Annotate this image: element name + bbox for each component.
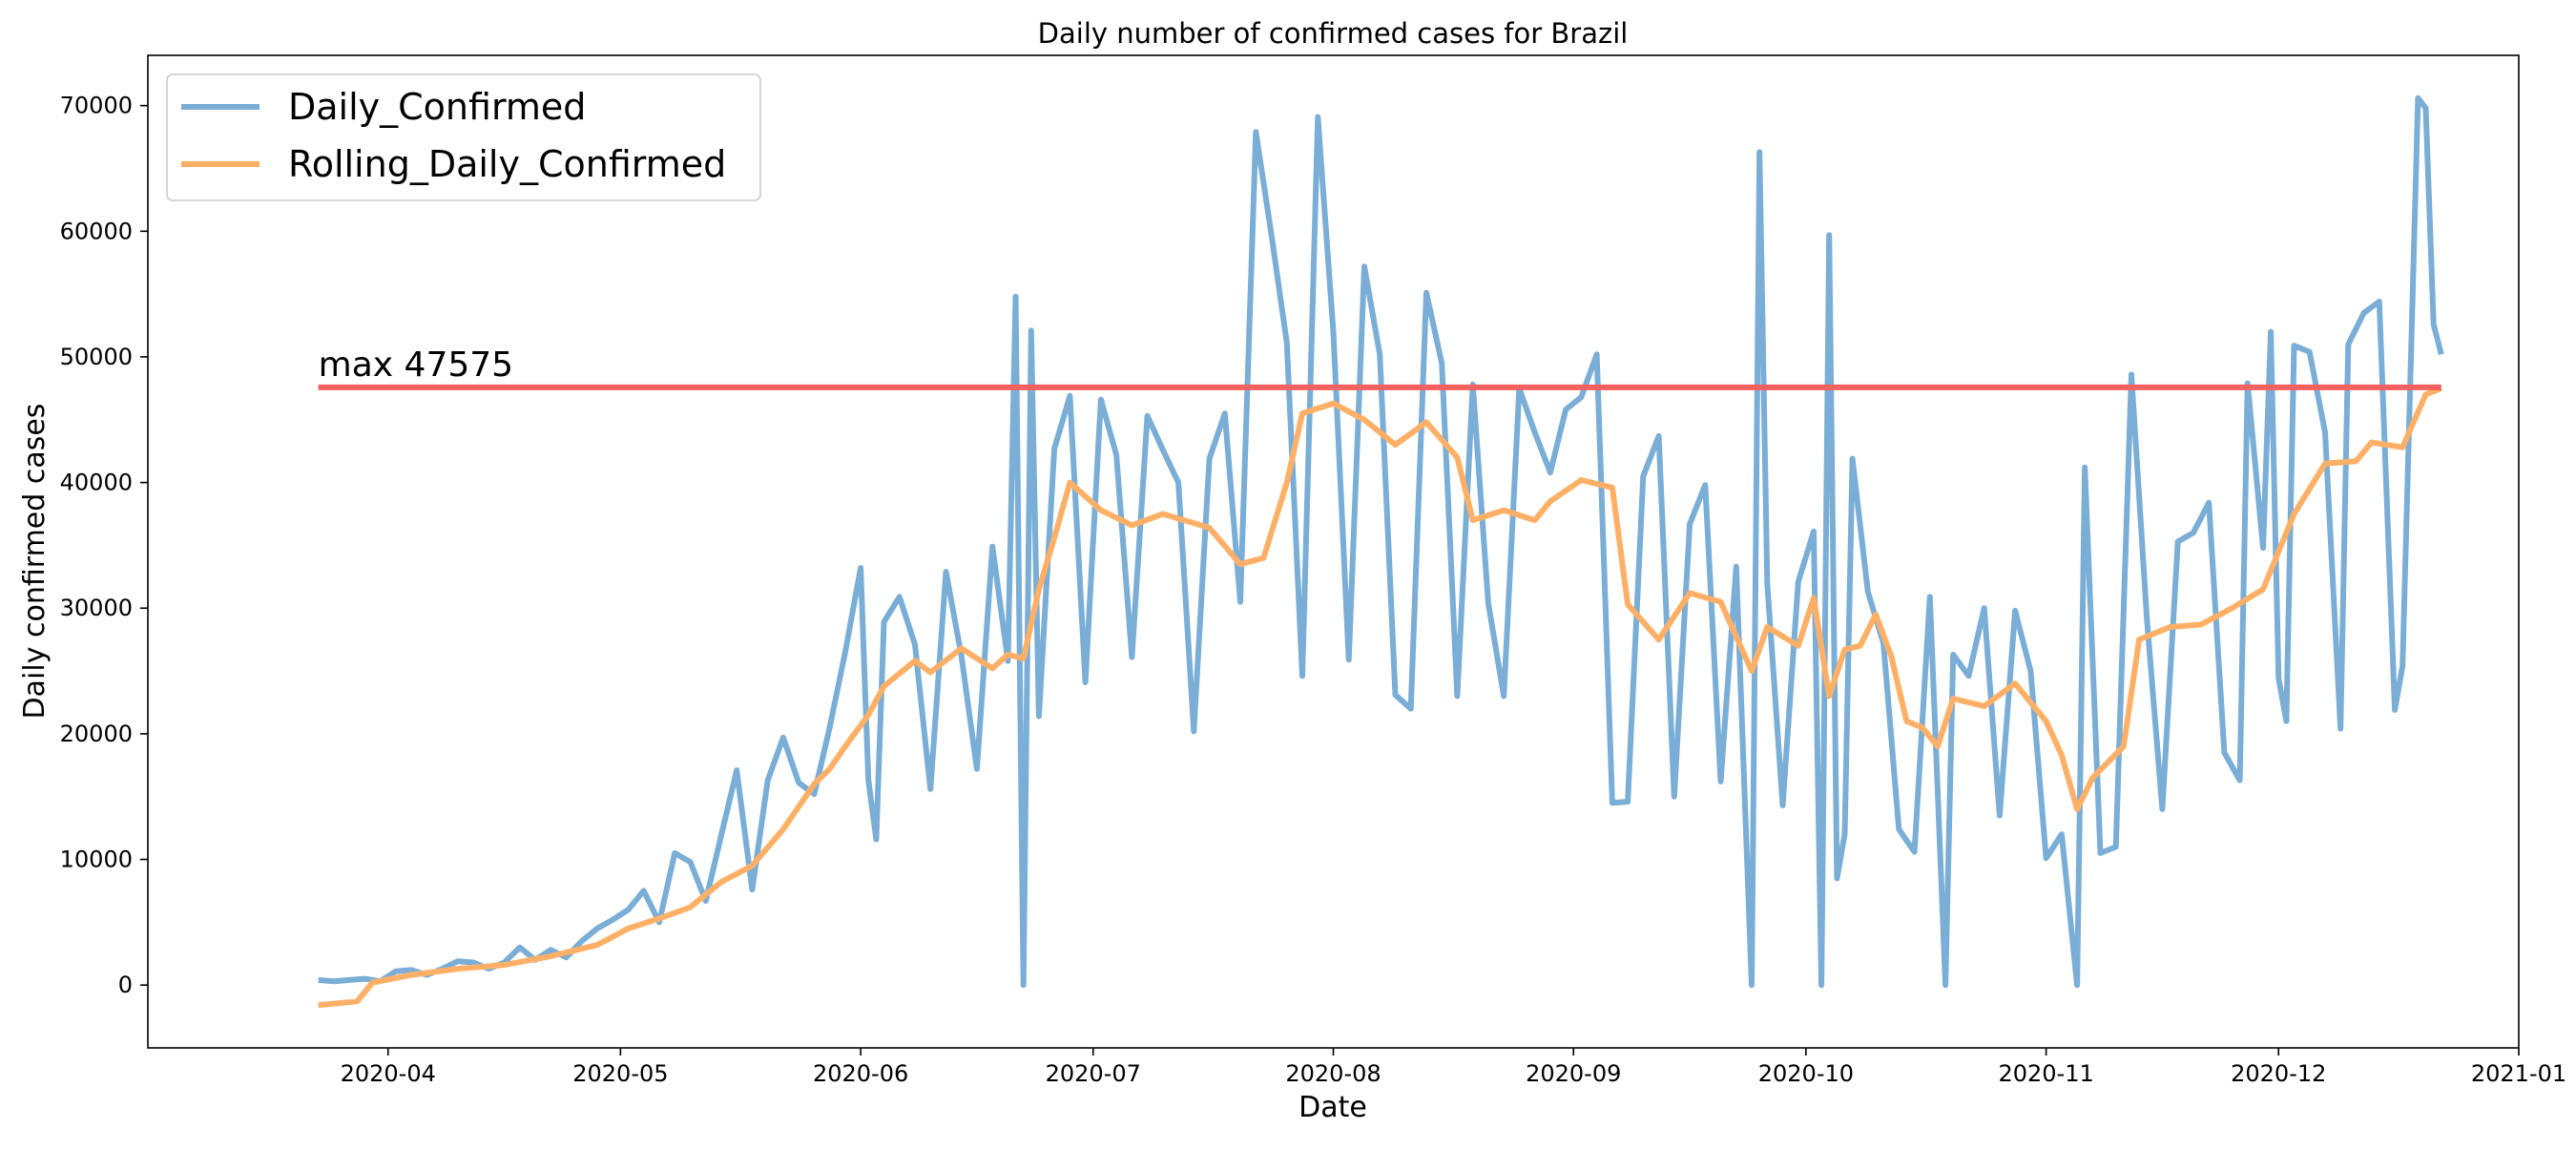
- x-tick-label: 2020-08: [1285, 1060, 1381, 1087]
- series-line-rolling-daily-confirmed: [318, 386, 2442, 1009]
- x-axis-ticks: 2020-04 2020-05 2020-06 2020-07 2020-08 2020-…: [341, 1048, 2566, 1087]
- series-line-daily-confirmed: [318, 94, 2444, 989]
- chart-legend: Daily_Confirmed Rolling_Daily_Confirmed: [166, 73, 761, 201]
- y-axis-ticks: 0 10000 20000 30000 40000 50000 60000 70000: [60, 93, 148, 998]
- x-tick-label: 2020-09: [1526, 1060, 1621, 1087]
- plot-area: max 47575: [318, 94, 2444, 1009]
- y-tick-label: 60000: [60, 218, 133, 244]
- y-tick-label: 70000: [60, 93, 133, 119]
- legend-label: Daily_Confirmed: [288, 86, 586, 128]
- y-tick-label: 50000: [60, 344, 133, 370]
- y-tick-label: 20000: [60, 721, 133, 747]
- plot-frame: [147, 54, 2520, 1049]
- y-tick-label: 40000: [60, 470, 133, 496]
- x-tick-label: 2020-07: [1046, 1060, 1141, 1087]
- x-tick-label: 2020-10: [1758, 1060, 1854, 1087]
- x-tick-label: 2021-01: [2471, 1060, 2566, 1087]
- x-tick-label: 2020-12: [2231, 1060, 2326, 1087]
- x-axis-label: Date: [1298, 1091, 1367, 1124]
- legend-label: Rolling_Daily_Confirmed: [288, 143, 726, 185]
- y-axis-label: Daily confirmed cases: [18, 404, 52, 720]
- x-tick-label: 2020-05: [572, 1060, 668, 1087]
- y-tick-label: 30000: [60, 595, 133, 621]
- x-tick-label: 2020-04: [341, 1060, 436, 1087]
- y-tick-label: 10000: [60, 847, 133, 873]
- chart-title: Daily number of confirmed cases for Braz…: [1038, 17, 1629, 50]
- max-annotation: max 47575: [319, 345, 513, 385]
- x-tick-label: 2020-11: [1998, 1060, 2093, 1087]
- legend-box: [166, 73, 761, 201]
- x-tick-label: 2020-06: [813, 1060, 908, 1087]
- y-tick-label: 0: [118, 972, 133, 998]
